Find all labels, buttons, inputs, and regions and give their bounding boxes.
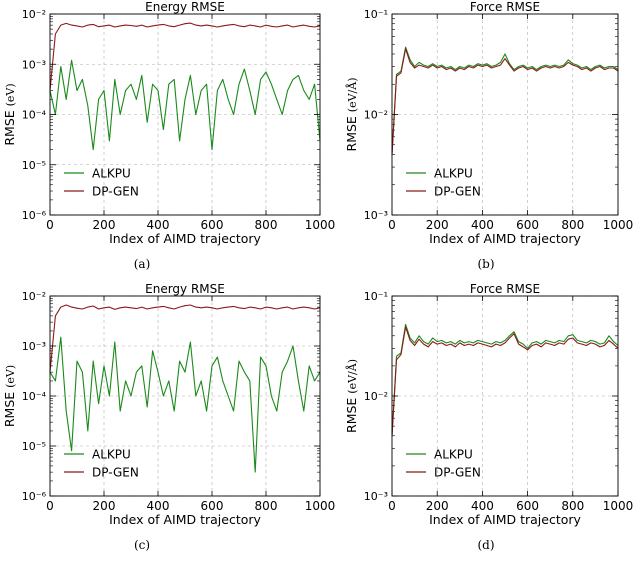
- x-tick-label: 600: [516, 218, 539, 232]
- x-tick-label: 400: [471, 499, 494, 513]
- x-tick-label: 800: [255, 499, 278, 513]
- x-tick-label: 1000: [603, 499, 634, 513]
- x-tick-label: 800: [561, 218, 584, 232]
- chart-panel: 0 200 400 600 800 1000 10⁻⁶ 10⁻⁵ 10⁻⁴ 10⁻³ 10⁻² Ene…: [2, 282, 335, 552]
- chart-title: Force RMSE: [470, 0, 540, 14]
- legend-label: DP-GEN: [434, 185, 481, 199]
- y-axis-label: RMSE (eV): [2, 83, 17, 145]
- legend-label: DP-GEN: [92, 466, 139, 480]
- y-tick-label: 10⁻³: [22, 340, 46, 353]
- legend-label: DP-GEN: [434, 466, 481, 480]
- panel-caption: (b): [477, 257, 494, 271]
- series-line-alkpu: [49, 336, 321, 473]
- legend-label: ALKPU: [92, 448, 131, 462]
- x-tick-label: 1000: [305, 218, 336, 232]
- x-tick-label: 600: [201, 499, 224, 513]
- x-axis-label: Index of AIMD trajectory: [109, 231, 261, 246]
- series-line-dp-gen: [391, 48, 619, 155]
- x-tick-label: 600: [201, 218, 224, 232]
- x-axis-label: Index of AIMD trajectory: [429, 231, 581, 246]
- y-axis-unit: (eV/Å): [345, 359, 359, 394]
- y-tick-label: 10⁻³: [364, 209, 388, 222]
- x-tick-label: 800: [561, 499, 584, 513]
- x-tick-label: 400: [471, 218, 494, 232]
- y-tick-label: 10⁻²: [22, 290, 46, 303]
- x-tick-label: 0: [46, 218, 54, 232]
- y-tick-label: 10⁻⁶: [22, 490, 47, 503]
- y-axis-unit: (eV): [4, 83, 17, 106]
- chart-panel: 0 200 400 600 800 1000 10⁻³ 10⁻² 10⁻¹ Force RMSE I…: [344, 282, 633, 552]
- x-tick-label: 400: [147, 499, 170, 513]
- y-axis-unit: (eV): [4, 365, 17, 388]
- y-tick-label: 10⁻³: [22, 58, 46, 71]
- x-tick-label: 600: [516, 499, 539, 513]
- x-tick-label: 1000: [603, 218, 634, 232]
- y-axis-label: RMSE (eV): [2, 365, 17, 427]
- x-tick-label: 400: [147, 218, 170, 232]
- series-line-dp-gen: [391, 326, 619, 436]
- x-tick-label: 200: [93, 499, 116, 513]
- chart-panel: 0 200 400 600 800 1000 10⁻⁶ 10⁻⁵ 10⁻⁴ 10⁻³ 10⁻² Ene…: [2, 0, 335, 271]
- chart-title: Force RMSE: [470, 282, 540, 296]
- y-tick-label: 10⁻⁶: [22, 209, 47, 222]
- panel-caption: (d): [477, 538, 494, 552]
- chart-panel: 0 200 400 600 800 1000 10⁻³ 10⁻² 10⁻¹ Force RMSE I…: [344, 0, 633, 271]
- y-tick-label: 10⁻⁴: [22, 390, 47, 403]
- y-tick-label: 10⁻¹: [364, 290, 388, 303]
- chart-title: Energy RMSE: [145, 0, 225, 14]
- panel-caption: (a): [134, 257, 151, 271]
- y-axis-unit: (eV/Å): [345, 78, 359, 113]
- x-tick-label: 0: [46, 499, 54, 513]
- series-line-dp-gen: [49, 22, 321, 91]
- y-tick-label: 10⁻⁵: [22, 159, 46, 172]
- series-line-alkpu: [391, 323, 619, 436]
- legend-label: ALKPU: [434, 167, 473, 181]
- x-axis-label: Index of AIMD trajectory: [109, 512, 261, 527]
- x-tick-label: 200: [426, 218, 449, 232]
- y-axis-label: RMSE (eV/Å): [344, 78, 359, 152]
- y-tick-label: 10⁻²: [364, 390, 388, 403]
- y-axis-label: RMSE (eV/Å): [344, 359, 359, 433]
- x-tick-label: 200: [93, 218, 116, 232]
- y-tick-label: 10⁻⁴: [22, 109, 47, 122]
- x-tick-label: 0: [388, 499, 396, 513]
- series-line-alkpu: [391, 46, 619, 155]
- x-tick-label: 1000: [305, 499, 336, 513]
- series-line-dp-gen: [49, 304, 321, 373]
- panel-caption: (c): [134, 538, 150, 552]
- x-tick-label: 0: [388, 218, 396, 232]
- legend-label: DP-GEN: [92, 185, 139, 199]
- y-tick-label: 10⁻²: [364, 109, 388, 122]
- series-line-alkpu: [49, 59, 321, 151]
- legend-label: ALKPU: [434, 448, 473, 462]
- y-tick-label: 10⁻¹: [364, 8, 388, 21]
- x-tick-label: 800: [255, 218, 278, 232]
- y-tick-label: 10⁻⁵: [22, 440, 46, 453]
- y-tick-label: 10⁻³: [364, 490, 388, 503]
- x-tick-label: 200: [426, 499, 449, 513]
- x-axis-label: Index of AIMD trajectory: [429, 512, 581, 527]
- y-tick-label: 10⁻²: [22, 8, 46, 21]
- chart-title: Energy RMSE: [145, 282, 225, 296]
- legend-label: ALKPU: [92, 167, 131, 181]
